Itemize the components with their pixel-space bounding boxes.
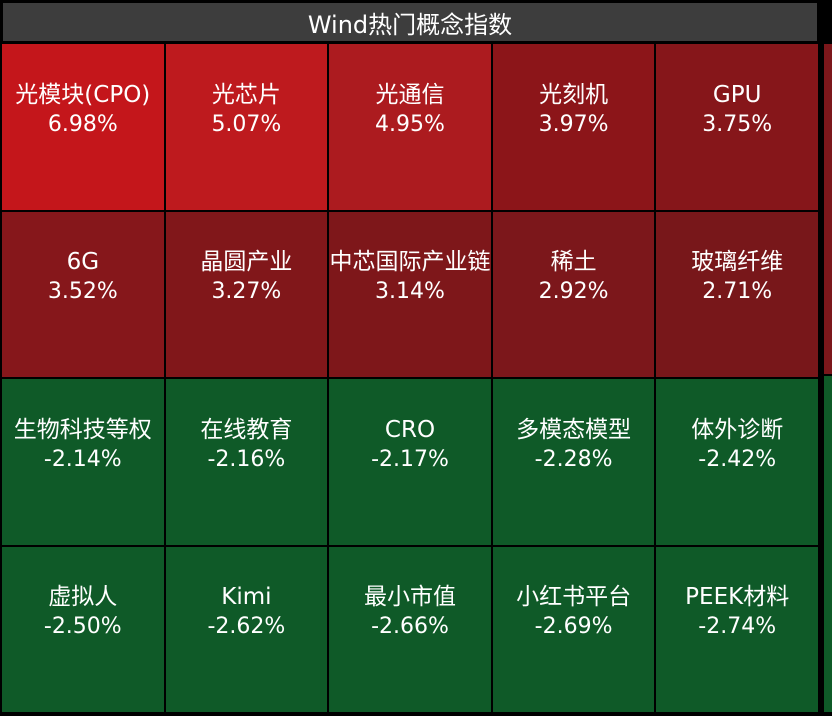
concept-name: 光模块(CPO) <box>15 81 151 108</box>
concept-name: 光芯片 <box>211 81 281 108</box>
concept-cell-8[interactable]: 稀土 2.92% <box>492 211 655 377</box>
concept-name: 光通信 <box>375 81 445 108</box>
concept-change: 3.14% <box>375 279 445 305</box>
edge-segment-red <box>824 44 832 374</box>
concept-change: 5.07% <box>211 111 282 137</box>
concept-change: -2.74% <box>698 614 777 640</box>
concept-name: 玻璃纤维 <box>691 249 784 276</box>
concept-cell-1[interactable]: 光芯片 5.07% <box>165 44 328 210</box>
concept-name: 6G <box>66 249 100 276</box>
panel-title: Wind热门概念指数 <box>2 2 818 42</box>
concept-change: -2.62% <box>207 614 286 640</box>
concept-change: 4.95% <box>375 111 445 137</box>
concept-change: 2.92% <box>538 279 609 305</box>
concept-name: 多模态模型 <box>516 416 632 443</box>
concept-name: Kimi <box>221 584 272 611</box>
concept-cell-5[interactable]: 6G 3.52% <box>2 211 164 377</box>
concept-change: -2.66% <box>371 614 449 640</box>
concept-cell-11[interactable]: 在线教育 -2.16% <box>165 379 328 545</box>
concept-name: GPU <box>712 81 762 108</box>
adjacent-panel-edge <box>824 0 832 716</box>
concept-cell-13[interactable]: 多模态模型 -2.28% <box>492 379 655 545</box>
concept-cell-3[interactable]: 光刻机 3.97% <box>492 44 655 210</box>
concept-cell-9[interactable]: 玻璃纤维 2.71% <box>656 211 818 377</box>
edge-segment-green <box>824 376 832 712</box>
concept-name: PEEK材料 <box>685 584 790 611</box>
concept-change: -2.28% <box>534 446 613 472</box>
concept-name: 小红书平台 <box>516 584 632 611</box>
concept-change: 3.27% <box>211 279 282 305</box>
concept-change: -2.50% <box>43 614 122 640</box>
concept-change: 6.98% <box>47 111 118 137</box>
concept-change: -2.17% <box>371 446 449 472</box>
concept-cell-18[interactable]: 小红书平台 -2.69% <box>492 546 655 712</box>
concept-name: 最小市值 <box>363 584 456 611</box>
concept-change: 3.52% <box>47 279 118 305</box>
concept-grid: 光模块(CPO) 6.98% 光芯片 5.07% 光通信 4.95% 光刻机 3.97%… <box>2 44 818 712</box>
concept-cell-17[interactable]: 最小市值 -2.66% <box>329 546 491 712</box>
concept-cell-4[interactable]: GPU 3.75% <box>656 44 818 210</box>
concept-name: 生物科技等权 <box>13 416 152 443</box>
concept-name: 虚拟人 <box>48 584 118 611</box>
concept-change: 2.71% <box>702 279 773 305</box>
concept-cell-19[interactable]: PEEK材料 -2.74% <box>656 546 818 712</box>
concept-name: 晶圆产业 <box>200 249 293 276</box>
concept-change: 3.75% <box>702 111 773 137</box>
concept-change: -2.69% <box>534 614 613 640</box>
concept-cell-16[interactable]: Kimi -2.62% <box>165 546 328 712</box>
concept-cell-14[interactable]: 体外诊断 -2.42% <box>656 379 818 545</box>
concept-change: -2.16% <box>207 446 286 472</box>
concept-change: 3.97% <box>538 111 609 137</box>
concept-cell-0[interactable]: 光模块(CPO) 6.98% <box>2 44 164 210</box>
concept-change: -2.14% <box>43 446 122 472</box>
concept-name: 体外诊断 <box>691 416 784 443</box>
concept-cell-2[interactable]: 光通信 4.95% <box>329 44 491 210</box>
concept-cell-6[interactable]: 晶圆产业 3.27% <box>165 211 328 377</box>
concept-cell-15[interactable]: 虚拟人 -2.50% <box>2 546 164 712</box>
concept-name: 稀土 <box>550 249 597 276</box>
concept-cell-7[interactable]: 中芯国际产业链 3.14% <box>329 211 491 377</box>
concept-cell-10[interactable]: 生物科技等权 -2.14% <box>2 379 164 545</box>
concept-cell-12[interactable]: CRO -2.17% <box>329 379 491 545</box>
concept-name: 在线教育 <box>200 416 293 443</box>
concept-change: -2.42% <box>698 446 777 472</box>
concept-name: 中芯国际产业链 <box>329 249 491 276</box>
concept-name: 光刻机 <box>539 81 609 108</box>
concept-name: CRO <box>384 416 436 443</box>
